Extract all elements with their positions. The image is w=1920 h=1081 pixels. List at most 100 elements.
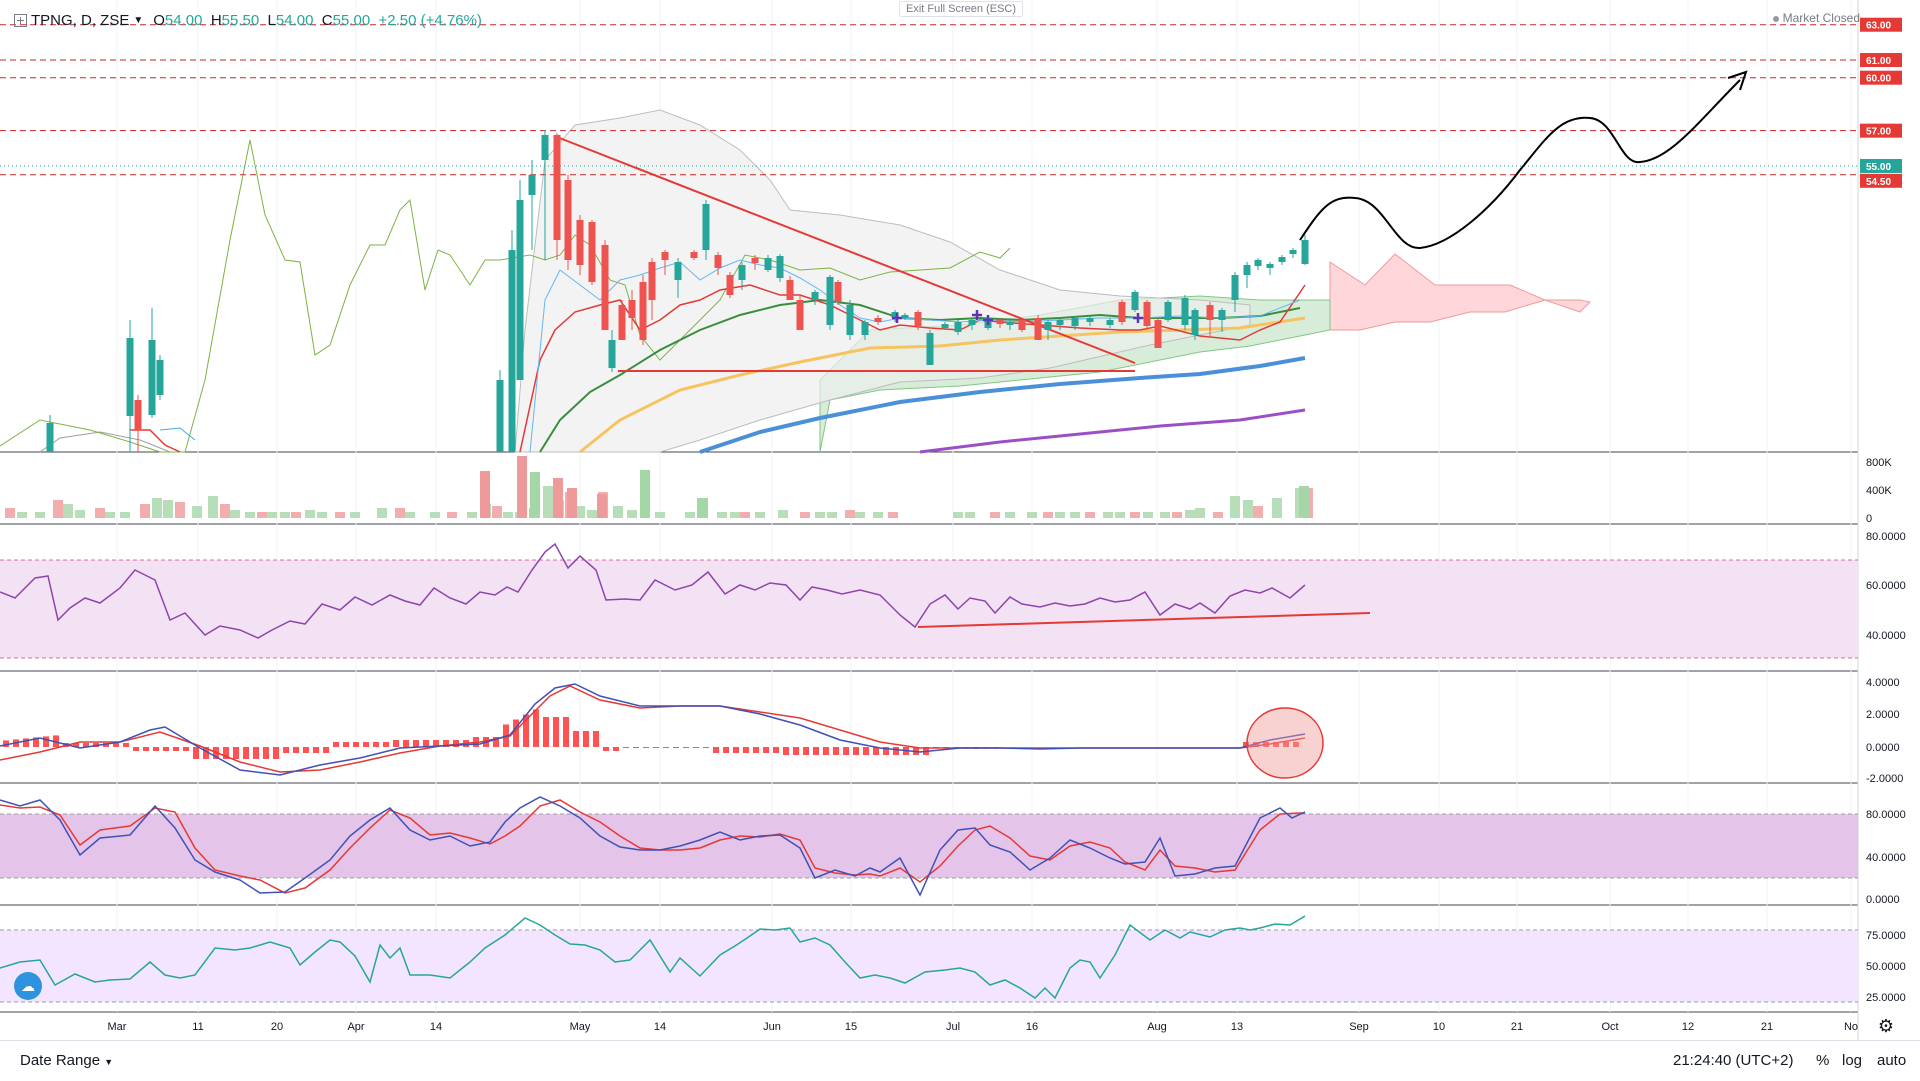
volume-bar: [640, 470, 650, 518]
macd-histogram-bar: [83, 743, 89, 747]
volume-bar: [888, 512, 898, 518]
candle-body: [1191, 310, 1199, 335]
candle-body: [1154, 320, 1162, 348]
volume-bar: [827, 512, 837, 518]
macd-histogram-bar: [1273, 742, 1279, 747]
time-axis-tick: Oct: [1601, 1021, 1618, 1033]
macd-histogram-bar: [443, 740, 449, 747]
time-axis-tick: 14: [430, 1021, 442, 1033]
macd-histogram-bar: [223, 747, 229, 759]
price-level-badge: [1860, 53, 1902, 68]
time-axis-tick: 15: [845, 1021, 857, 1033]
macd-histogram-bar: [193, 747, 199, 759]
price-level-badge: [1860, 158, 1902, 173]
chart-canvas[interactable]: 63.00 61.00 60.00 57.00 55.00 54.50 800K 400K 0 8…: [0, 0, 1920, 1040]
candle-body: [1118, 302, 1126, 322]
macd-axis-label: 0.0000: [1866, 742, 1900, 754]
volume-bar: [175, 502, 185, 518]
moving-average-mid: [579, 316, 1306, 454]
volume-bar: [1055, 512, 1065, 518]
close-value: 55.00: [332, 11, 371, 29]
candle-body: [834, 282, 842, 302]
volume-bar: [503, 512, 513, 518]
macd-histogram-bar: [3, 740, 9, 747]
auto-scale-toggle[interactable]: auto: [1877, 1052, 1907, 1069]
macd-histogram-bar: [653, 747, 659, 748]
price-level-badge: [1860, 173, 1902, 188]
macd-histogram-bar: [303, 747, 309, 753]
macd-histogram-bar: [343, 742, 349, 747]
time-axis-tick: No: [1844, 1021, 1858, 1033]
macd-histogram-bar: [153, 747, 159, 751]
candle-body: [516, 200, 524, 380]
exit-fullscreen-button[interactable]: Exit Full Screen (ESC): [899, 1, 1024, 17]
volume-bar: [140, 504, 150, 518]
log-scale-toggle[interactable]: log: [1842, 1052, 1863, 1069]
legend-header: TPNG, D, ZSE ▼ O54.00 H55.50 L54.00 C55.…: [14, 9, 482, 31]
rsi-axis-label: 60.0000: [1866, 580, 1906, 592]
projection-arrow-icon: [1727, 70, 1748, 91]
candle-body: [1056, 320, 1064, 325]
candle-body: [496, 380, 504, 452]
volume-bar: [855, 512, 865, 518]
macd-histogram-bar: [513, 719, 519, 747]
tradingview-logo-icon[interactable]: ☁: [14, 972, 42, 1000]
candle-body: [1278, 257, 1286, 262]
high-label: H: [210, 11, 222, 29]
candle-body: [508, 250, 516, 452]
price-level-badge: [1860, 70, 1902, 85]
volume-bar: [778, 510, 788, 518]
open-label: O: [153, 11, 165, 29]
volume-bar: [698, 498, 708, 518]
gear-icon[interactable]: ⚙: [1877, 1016, 1895, 1036]
chikou-span: [0, 139, 1011, 453]
open-value: 54.00: [164, 11, 203, 29]
macd-histogram-bar: [613, 747, 619, 751]
volume-bar: [1085, 512, 1095, 518]
macd-axis-label: -2.0000: [1866, 773, 1903, 785]
macd-histogram-bar: [383, 742, 389, 747]
volume-bar: [953, 512, 963, 518]
projection-path: [1299, 79, 1741, 250]
macd-histogram-bar: [813, 747, 819, 755]
macd-histogram-bar: [773, 747, 779, 753]
macd-histogram-bar: [833, 747, 839, 755]
candle-body: [1018, 320, 1026, 330]
volume-axis-label: 0: [1866, 513, 1872, 525]
candle-body: [541, 135, 549, 160]
macd-histogram-bar: [553, 717, 559, 747]
percent-scale-toggle[interactable]: %: [1816, 1052, 1830, 1069]
signal-marker-icon: [892, 313, 902, 323]
volume-bar: [1103, 512, 1113, 518]
tenkan-sen-early: [159, 427, 196, 441]
volume-bar: [192, 506, 202, 518]
macd-histogram-bar: [693, 747, 699, 748]
candle-body: [1206, 305, 1214, 320]
chevron-down-icon[interactable]: ▼: [133, 14, 144, 26]
volume-bar: [1213, 512, 1223, 518]
volume-bar: [75, 510, 85, 518]
macd-histogram-bar: [853, 747, 859, 755]
candle-body: [1181, 298, 1189, 325]
candle-body: [608, 340, 616, 368]
volume-bar: [1230, 496, 1240, 518]
macd-histogram-bar: [23, 738, 29, 747]
candle-body: [553, 135, 561, 240]
ichimoku-span-b-band: [514, 109, 1251, 453]
macd-histogram-bar: [323, 747, 329, 753]
volume-bar: [152, 498, 162, 518]
macd-histogram-bar: [683, 747, 689, 748]
collapse-icon[interactable]: [14, 13, 27, 27]
candle-body: [751, 258, 759, 263]
ohlc-values: O54.00 H55.50 L54.00 C55.00 +2.50 (+4.76…: [153, 12, 482, 29]
macd-histogram-bar: [883, 747, 889, 755]
time-axis-tick: Aug: [1147, 1021, 1167, 1033]
candle-body: [639, 282, 647, 340]
volume-bar: [467, 512, 477, 518]
symbol-selector[interactable]: TPNG, D, ZSE ▼: [14, 12, 143, 29]
date-range-button[interactable]: Date Range ▼: [20, 1052, 113, 1069]
macd-histogram-bar: [723, 747, 729, 753]
volume-bar: [1185, 510, 1195, 518]
macd-histogram-bar: [743, 747, 749, 753]
